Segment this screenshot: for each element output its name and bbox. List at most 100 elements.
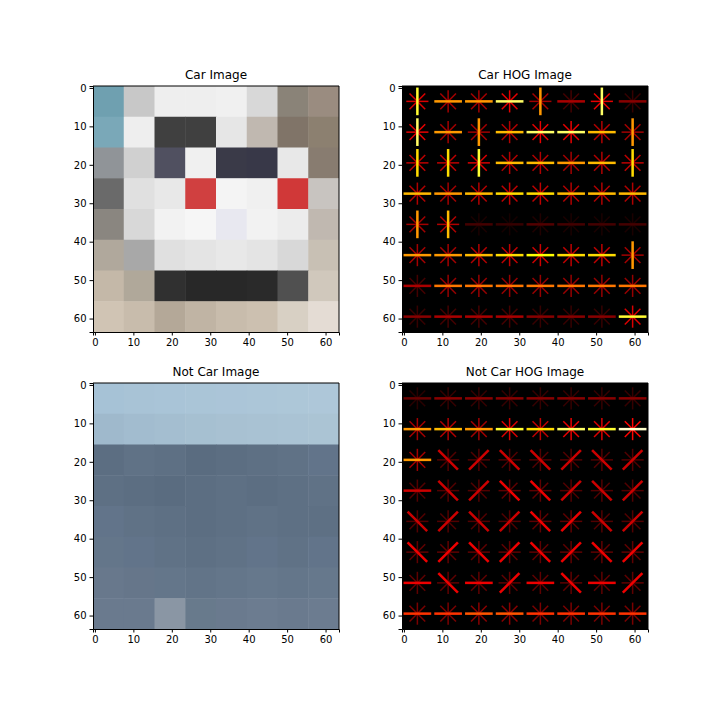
tick: 50 xyxy=(281,332,294,348)
tick-label: 50 xyxy=(281,634,294,645)
hog-line xyxy=(619,223,647,226)
tick-label: 30 xyxy=(74,198,87,209)
hog-line xyxy=(404,397,432,400)
pixel xyxy=(278,537,309,568)
axis-line xyxy=(399,384,403,630)
tick-label: 10 xyxy=(127,634,140,645)
tick-mark xyxy=(399,165,403,166)
hog-line xyxy=(438,481,458,501)
hog-line xyxy=(447,211,450,239)
pixel xyxy=(185,568,216,599)
hog-line xyxy=(465,612,493,615)
tick-label: 10 xyxy=(127,337,140,348)
pixel xyxy=(216,445,247,476)
pixel xyxy=(278,445,309,476)
hog-line xyxy=(561,542,581,562)
pixel xyxy=(93,209,124,240)
tick: 10 xyxy=(383,418,402,429)
tick: 40 xyxy=(74,236,93,247)
pixel xyxy=(216,506,247,537)
axis-line xyxy=(399,87,403,333)
pixel xyxy=(124,414,155,445)
tick: 60 xyxy=(383,610,402,621)
hog-line xyxy=(588,428,616,431)
hog-line xyxy=(623,481,643,501)
pixel xyxy=(124,445,155,476)
pixel xyxy=(278,598,309,629)
pixel xyxy=(308,301,339,332)
x-axis: 0102030405060 xyxy=(401,629,648,645)
hog-line xyxy=(527,192,555,195)
tick-label: 0 xyxy=(389,83,395,94)
hog-line xyxy=(557,254,585,257)
pixel xyxy=(93,117,124,148)
axis-line xyxy=(90,87,94,333)
tick-label: 50 xyxy=(74,572,87,583)
pixel xyxy=(93,414,124,445)
tick-label: 40 xyxy=(552,337,565,348)
pixel xyxy=(247,414,278,445)
pixel xyxy=(216,598,247,629)
tick-mark xyxy=(90,385,94,386)
hog-line xyxy=(404,285,432,288)
panel: 01020304050600102030405060Not Car Image xyxy=(74,365,340,645)
hog-line xyxy=(404,489,432,492)
tick-label: 10 xyxy=(74,121,87,132)
tick-mark xyxy=(90,539,94,540)
hog-line xyxy=(527,612,555,615)
pixel xyxy=(216,414,247,445)
pixel xyxy=(247,117,278,148)
pixel xyxy=(155,414,186,445)
tick: 10 xyxy=(436,629,449,645)
tick: 20 xyxy=(74,159,93,170)
pixel xyxy=(155,178,186,209)
hog-line xyxy=(592,481,612,501)
pixel xyxy=(216,301,247,332)
hog-line xyxy=(557,100,585,103)
tick: 30 xyxy=(383,198,402,209)
hog-line xyxy=(527,315,555,318)
tick-label: 30 xyxy=(513,634,526,645)
tick: 10 xyxy=(436,332,449,348)
tick-label: 0 xyxy=(80,380,86,391)
tick-mark xyxy=(90,280,94,281)
hog-line xyxy=(531,512,551,532)
pixel xyxy=(93,271,124,302)
pixel xyxy=(278,383,309,414)
axis-line xyxy=(94,333,340,336)
tick: 30 xyxy=(74,495,93,506)
tick: 50 xyxy=(281,629,294,645)
hog-line xyxy=(588,192,616,195)
hog-line xyxy=(588,285,616,288)
tick: 30 xyxy=(204,629,217,645)
pixel xyxy=(124,117,155,148)
pixel xyxy=(278,240,309,271)
hog-line xyxy=(496,254,524,257)
tick-mark xyxy=(95,629,96,633)
pixel xyxy=(308,506,339,537)
tick-mark xyxy=(326,629,327,633)
hog-line xyxy=(619,612,647,615)
tick-label: 20 xyxy=(166,337,179,348)
hog-line xyxy=(416,149,419,177)
tick-mark xyxy=(95,332,96,336)
hog-line xyxy=(434,285,462,288)
tick: 0 xyxy=(92,629,98,645)
tick-label: 0 xyxy=(92,337,98,348)
hog-line xyxy=(465,254,493,257)
pixel xyxy=(247,568,278,599)
pixel xyxy=(155,301,186,332)
tick-mark xyxy=(90,577,94,578)
y-axis: 0102030405060 xyxy=(383,83,403,333)
title: Car Image xyxy=(185,68,247,82)
tick-mark xyxy=(90,165,94,166)
tick-mark xyxy=(399,280,403,281)
tick: 10 xyxy=(127,332,140,348)
tick-mark xyxy=(90,126,94,127)
pixel xyxy=(93,537,124,568)
tick-mark xyxy=(399,423,403,424)
tick-label: 50 xyxy=(281,337,294,348)
axis-line xyxy=(90,384,94,630)
tick-label: 40 xyxy=(383,533,396,544)
tick-label: 60 xyxy=(74,313,87,324)
